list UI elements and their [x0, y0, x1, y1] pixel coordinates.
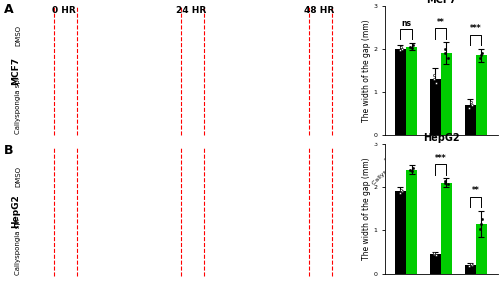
Text: Callyspongia sp.: Callyspongia sp.	[16, 218, 22, 275]
Text: Callyspongia sp.: Callyspongia sp.	[16, 77, 22, 134]
Point	[406, 168, 414, 172]
Point	[432, 81, 440, 86]
Point	[398, 189, 406, 194]
Point	[397, 188, 405, 192]
Point	[464, 105, 472, 110]
Point	[398, 47, 406, 51]
Point	[442, 180, 450, 185]
Text: B: B	[4, 144, 14, 157]
Point	[476, 222, 484, 226]
Point	[406, 45, 414, 49]
Text: Callyspongia sp.: Callyspongia sp.	[372, 146, 412, 186]
Point	[466, 262, 474, 266]
Point	[430, 252, 438, 256]
Point	[478, 50, 486, 55]
Bar	[441, 53, 452, 135]
Point	[476, 56, 484, 60]
Text: DMSO: DMSO	[453, 146, 470, 163]
Text: 0h: 0h	[401, 200, 411, 209]
Point	[430, 251, 438, 255]
Point	[444, 55, 452, 60]
Text: DMSO: DMSO	[418, 146, 436, 163]
Text: **: **	[472, 186, 480, 195]
Point	[430, 77, 438, 81]
Text: HepG2: HepG2	[12, 195, 20, 228]
Text: DMSO: DMSO	[16, 166, 22, 187]
Point	[408, 169, 416, 174]
Point	[432, 253, 440, 257]
Point	[464, 263, 472, 268]
Point	[397, 45, 405, 50]
Point	[466, 100, 474, 105]
Text: 0 HR: 0 HR	[52, 6, 76, 15]
Text: MCF7: MCF7	[12, 56, 20, 85]
Bar	[476, 55, 487, 135]
Bar	[406, 47, 417, 135]
Bar	[476, 224, 487, 274]
Point	[396, 48, 404, 52]
Point	[478, 216, 486, 221]
Y-axis label: The width of the gap (mm): The width of the gap (mm)	[362, 157, 370, 260]
Bar	[430, 254, 441, 274]
Text: A: A	[4, 3, 14, 16]
Bar	[395, 49, 406, 135]
Text: **: **	[437, 18, 445, 27]
Title: HepG2: HepG2	[423, 133, 460, 143]
Text: Callyspongia sp.: Callyspongia sp.	[406, 146, 447, 186]
Point	[444, 182, 452, 187]
Point	[468, 263, 475, 267]
Point	[409, 43, 417, 48]
Point	[442, 51, 450, 56]
Bar	[430, 79, 441, 135]
Text: ns: ns	[401, 19, 411, 28]
Bar	[441, 183, 452, 274]
Point	[442, 179, 450, 183]
Text: 48h: 48h	[468, 200, 483, 209]
Point	[408, 46, 416, 50]
Text: DMSO: DMSO	[16, 25, 22, 46]
Point	[476, 227, 484, 231]
Text: ***: ***	[470, 24, 482, 33]
Bar	[464, 105, 476, 135]
Text: ***: ***	[435, 154, 446, 163]
Title: MCF7: MCF7	[426, 0, 456, 5]
Bar	[464, 265, 476, 274]
Bar	[395, 191, 406, 274]
Point	[396, 191, 404, 195]
Bar	[406, 170, 417, 274]
Point	[468, 103, 475, 107]
Point	[442, 47, 450, 51]
Point	[476, 53, 484, 58]
Text: Callyspongia sp.: Callyspongia sp.	[442, 146, 482, 186]
Text: 24h: 24h	[434, 200, 448, 209]
Text: 24 HR: 24 HR	[176, 6, 206, 15]
Text: 48 HR: 48 HR	[304, 6, 334, 15]
Y-axis label: The width of the gap (mm): The width of the gap (mm)	[362, 19, 370, 122]
Point	[430, 72, 438, 77]
Point	[409, 166, 417, 170]
Text: DMSO: DMSO	[384, 146, 400, 163]
